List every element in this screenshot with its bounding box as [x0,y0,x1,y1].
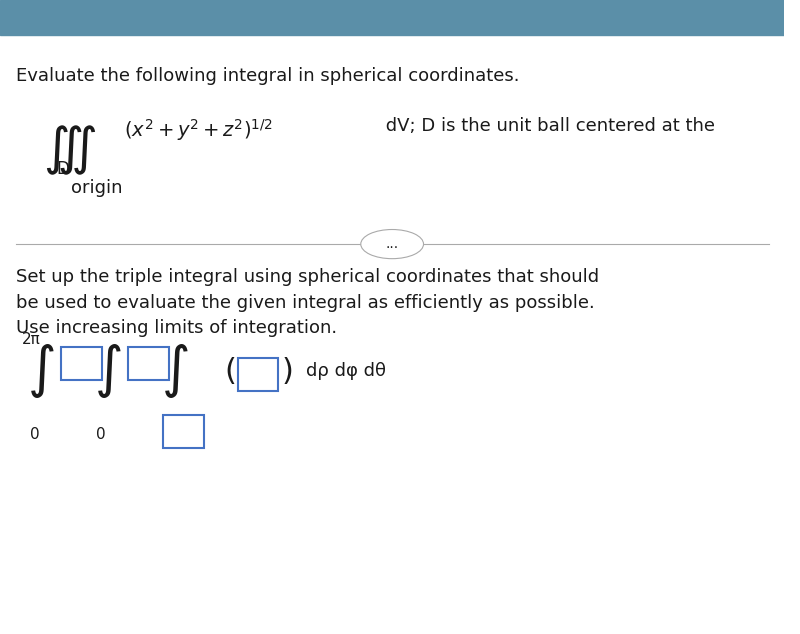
FancyBboxPatch shape [163,415,204,448]
Text: $\iiint$: $\iiint$ [43,124,96,177]
Text: 2π: 2π [22,332,41,347]
Text: $\int$: $\int$ [94,342,122,400]
Text: Set up the triple integral using spherical coordinates that should: Set up the triple integral using spheric… [16,268,599,286]
Text: $)$: $)$ [281,356,292,386]
Text: Use increasing limits of integration.: Use increasing limits of integration. [16,319,337,337]
Ellipse shape [361,230,423,259]
Text: $(x^2 + y^2 + z^2)^{1/2}$: $(x^2 + y^2 + z^2)^{1/2}$ [124,117,273,143]
Text: $($: $($ [223,356,235,386]
Text: dV; D is the unit ball centered at the: dV; D is the unit ball centered at the [380,117,715,135]
Text: be used to evaluate the given integral as efficiently as possible.: be used to evaluate the given integral a… [16,294,594,311]
FancyBboxPatch shape [61,347,102,380]
Text: $\int$: $\int$ [161,342,188,400]
Text: Evaluate the following integral in spherical coordinates.: Evaluate the following integral in spher… [16,67,519,84]
Text: dρ dφ dθ: dρ dφ dθ [306,362,386,380]
Text: 0: 0 [30,427,39,443]
Text: 0: 0 [97,427,106,443]
Text: ...: ... [386,237,398,251]
Text: D: D [57,160,70,178]
Bar [0,0,784,35]
FancyBboxPatch shape [238,358,278,391]
Text: $\int$: $\int$ [27,342,55,400]
FancyBboxPatch shape [128,347,169,380]
Text: origin: origin [70,179,122,197]
